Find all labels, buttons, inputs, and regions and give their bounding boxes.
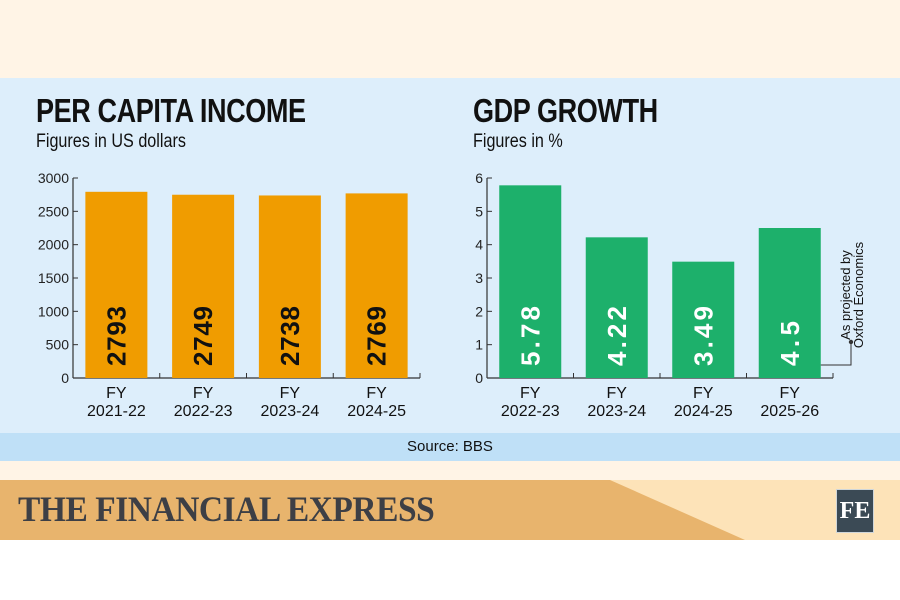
y-tick-label: 500 <box>46 337 70 353</box>
y-tick-label: 4 <box>475 237 483 253</box>
annotation-dot <box>848 339 854 345</box>
bar <box>345 193 408 378</box>
x-tick-label: 2024-25 <box>347 403 406 420</box>
bar-value-label: 3.49 <box>688 306 718 366</box>
x-tick-label: FY <box>366 385 387 402</box>
brand-name: THE FINANCIAL EXPRESS <box>18 489 435 529</box>
y-tick-label: 1 <box>475 337 483 353</box>
bar <box>672 261 735 378</box>
bar-value-label: 2738 <box>275 306 305 366</box>
y-tick-label: 3 <box>475 270 483 286</box>
chart-title-per-capita: PER CAPITA INCOME <box>36 92 306 129</box>
y-tick-label: 5 <box>475 203 483 219</box>
bar <box>85 191 148 378</box>
bar-value-label: 4.22 <box>602 306 632 366</box>
x-tick-label: 2023-24 <box>587 403 646 420</box>
y-tick-label: 1500 <box>38 270 69 286</box>
top-band <box>0 0 900 78</box>
x-tick-label: 2025-26 <box>760 403 819 420</box>
y-tick-label: 2500 <box>38 203 69 219</box>
x-tick-label: FY <box>520 385 541 402</box>
bar <box>172 194 235 378</box>
bar <box>499 185 562 378</box>
x-tick-label: 2022-23 <box>174 403 233 420</box>
bar <box>585 237 648 378</box>
y-tick-label: 2000 <box>38 237 69 253</box>
bar <box>258 195 321 378</box>
brand-band-dark <box>0 480 745 540</box>
bar-value-label: 5.78 <box>515 306 545 366</box>
x-tick-label: FY <box>607 385 628 402</box>
chart-title-gdp: GDP GROWTH <box>473 92 658 129</box>
bar-value-label: 4.5 <box>775 321 805 366</box>
y-tick-label: 2 <box>475 303 483 319</box>
y-tick-label: 0 <box>61 370 69 386</box>
source-text: Source: BBS <box>0 433 900 461</box>
x-tick-label: 2022-23 <box>501 403 560 420</box>
bar <box>758 228 821 378</box>
x-tick-label: FY <box>780 385 801 402</box>
spacer-band <box>0 461 900 480</box>
x-tick-label: 2024-25 <box>674 403 733 420</box>
chart-panel <box>0 78 900 433</box>
projection-note: As projected by Oxford Economics <box>838 239 866 351</box>
y-tick-label: 1000 <box>38 303 69 319</box>
bar-value-label: 2749 <box>188 306 218 366</box>
x-tick-label: 2023-24 <box>261 403 320 420</box>
annotation-leader <box>820 342 852 366</box>
x-tick-label: FY <box>193 385 214 402</box>
bar-value-label: 2793 <box>101 306 131 366</box>
y-tick-label: 6 <box>475 170 483 186</box>
y-tick-label: 3000 <box>38 170 69 186</box>
chart-subtitle-gdp: Figures in % <box>473 131 563 152</box>
x-tick-label: FY <box>280 385 301 402</box>
x-tick-label: FY <box>106 385 127 402</box>
x-tick-label: FY <box>693 385 714 402</box>
bar-value-label: 2769 <box>362 306 392 366</box>
y-tick-label: 0 <box>475 370 483 386</box>
fe-logo: FE <box>836 489 874 533</box>
chart-subtitle-per-capita: Figures in US dollars <box>36 131 186 152</box>
x-tick-label: 2021-22 <box>87 403 146 420</box>
note-line-2: Oxford Economics <box>851 241 866 349</box>
